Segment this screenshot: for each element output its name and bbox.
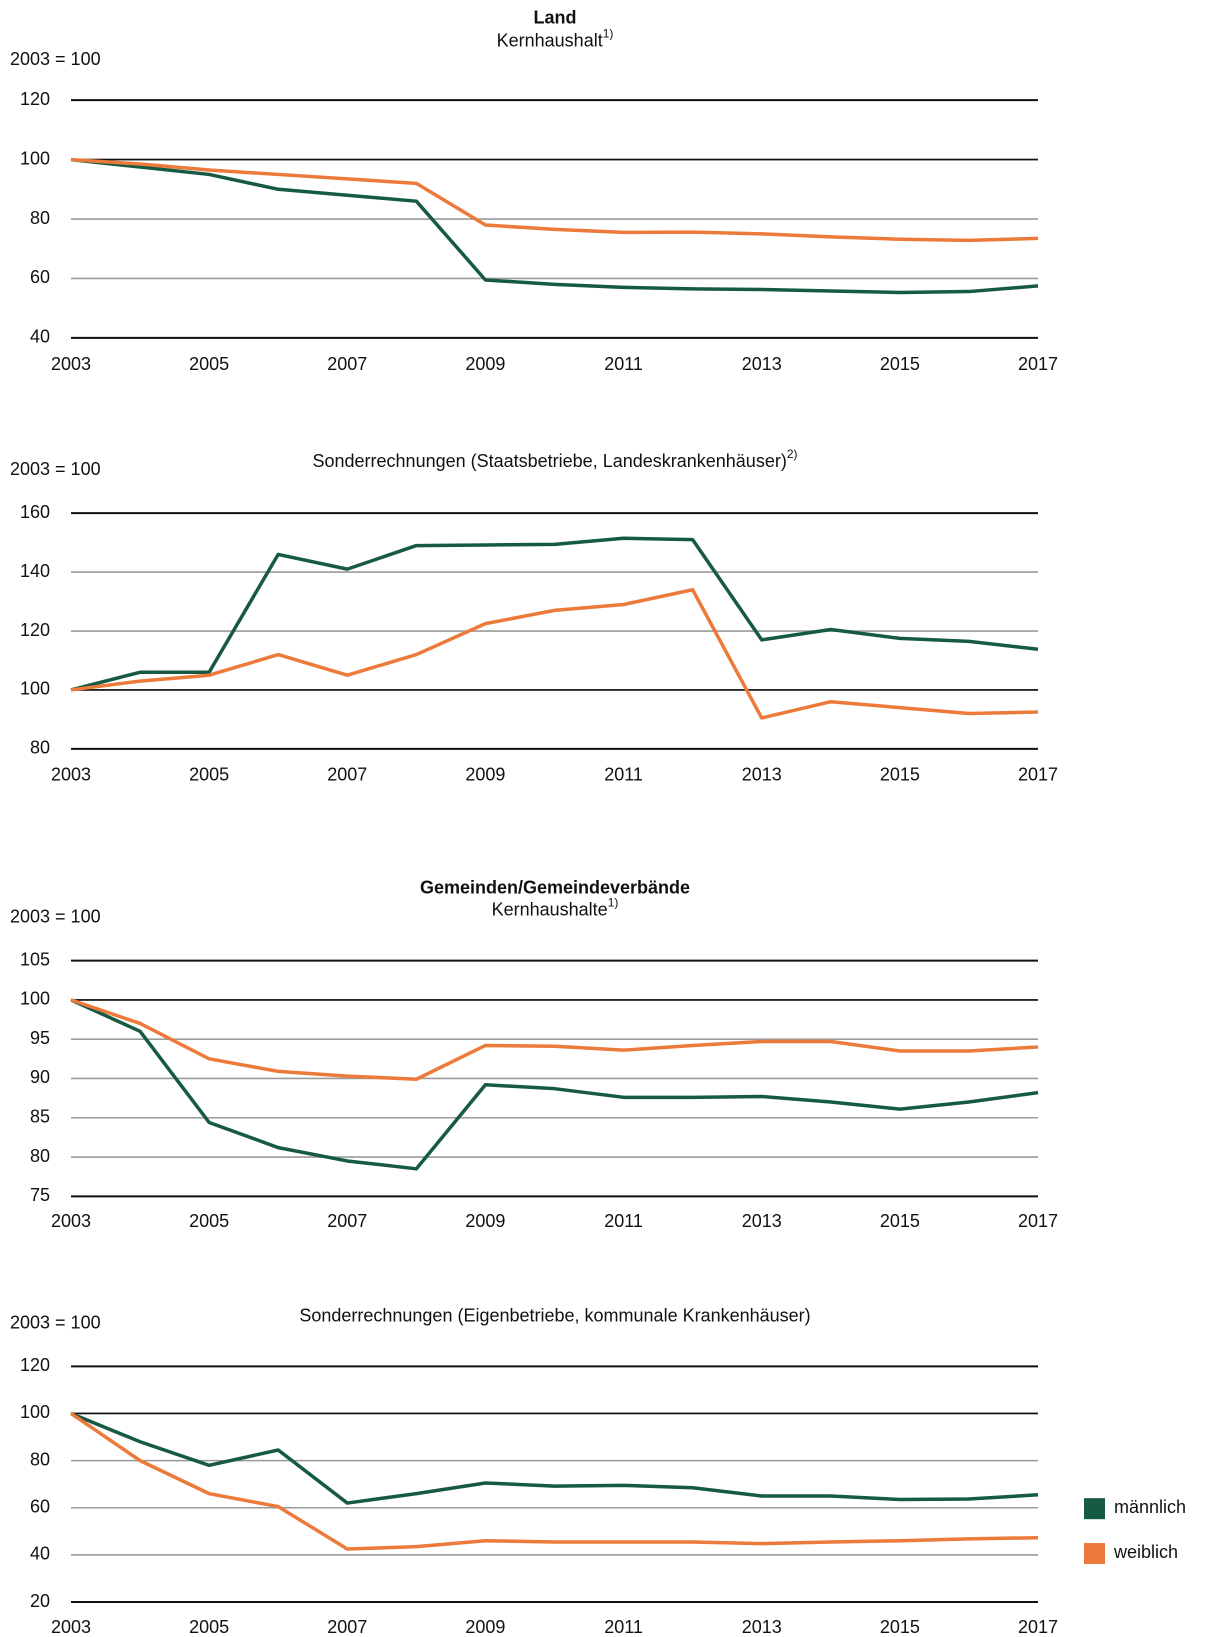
series-line: weiblich — [70, 588, 1039, 720]
y-tick-label: 90 — [30, 1067, 50, 1087]
y-tick-label: 140 — [20, 561, 50, 581]
x-tick-label: 2011 — [604, 1211, 643, 1231]
x-tick-label: 2005 — [189, 765, 229, 785]
chart-subtitle: Sonderrechnungen (Eigenbetriebe, kommuna… — [299, 1305, 810, 1325]
x-tick-label: 2005 — [189, 354, 229, 374]
x-tick-label: 2015 — [880, 1211, 920, 1231]
y-tick-label: 100 — [20, 148, 50, 168]
x-tick-label: 2013 — [742, 1617, 782, 1637]
y-axis-label: 2003 = 100 — [10, 1312, 101, 1332]
y-tick-label: 40 — [30, 1544, 50, 1564]
y-axis-label: 2003 = 100 — [10, 459, 101, 479]
chart-subtitle: Sonderrechnungen (Staatsbetriebe, Landes… — [313, 447, 798, 471]
y-tick-label: 100 — [20, 679, 50, 699]
series-line: weiblich — [70, 157, 1039, 243]
y-tick-label: 80 — [30, 1146, 50, 1166]
legend-swatch — [1084, 1543, 1105, 1565]
chart-title: Gemeinden/Gemeindeverbände — [420, 877, 690, 897]
y-tick-label: 60 — [30, 267, 50, 287]
y-tick-label: 95 — [30, 1028, 50, 1048]
x-tick-label: 2007 — [327, 1617, 367, 1637]
y-tick-label: 160 — [20, 502, 50, 522]
x-tick-label: 2015 — [880, 354, 920, 374]
x-tick-label: 2009 — [465, 1617, 505, 1637]
legend-label: weiblich — [1113, 1542, 1178, 1562]
x-tick-label: 2009 — [465, 1211, 505, 1231]
series-line: männlich — [70, 998, 1039, 1171]
x-tick-label: 2003 — [51, 1617, 91, 1637]
x-tick-label: 2009 — [465, 354, 505, 374]
footnote-marker: 2) — [787, 447, 798, 461]
chart-title: Land — [534, 8, 577, 28]
x-tick-label: 2003 — [51, 765, 91, 785]
y-axis-label: 2003 = 100 — [10, 907, 101, 927]
series-line: männlich — [70, 536, 1039, 692]
y-tick-label: 80 — [30, 1449, 50, 1469]
series-line: weiblich — [70, 998, 1039, 1081]
x-tick-label: 2011 — [604, 765, 643, 785]
y-tick-label: 100 — [20, 1402, 50, 1422]
y-tick-label: 85 — [30, 1106, 50, 1126]
chart-subtitle: Kernhaushalt1) — [497, 27, 614, 51]
y-tick-label: 20 — [30, 1591, 50, 1611]
series-line: männlich — [70, 1411, 1039, 1505]
subtitle-text: Kernhaushalte — [492, 899, 608, 919]
y-tick-label: 120 — [20, 620, 50, 640]
subtitle-text: Sonderrechnungen (Eigenbetriebe, kommuna… — [299, 1305, 810, 1325]
x-tick-label: 2017 — [1018, 1617, 1058, 1637]
x-tick-label: 2005 — [189, 1211, 229, 1231]
x-tick-label: 2013 — [742, 765, 782, 785]
y-tick-label: 105 — [20, 949, 50, 969]
footnote-marker: 1) — [603, 27, 614, 41]
y-axis-label: 2003 = 100 — [10, 49, 101, 69]
x-tick-label: 2013 — [742, 1211, 782, 1231]
x-tick-label: 2011 — [604, 1617, 643, 1637]
series-line: männlich — [70, 157, 1039, 295]
y-tick-label: 80 — [30, 208, 50, 228]
y-tick-label: 80 — [30, 738, 50, 758]
x-tick-label: 2007 — [327, 354, 367, 374]
x-tick-label: 2007 — [327, 765, 367, 785]
subtitle-text: Kernhaushalt — [497, 30, 603, 50]
x-tick-label: 2015 — [880, 765, 920, 785]
x-tick-label: 2007 — [327, 1211, 367, 1231]
x-tick-label: 2017 — [1018, 765, 1058, 785]
legend-swatch — [1084, 1498, 1105, 1520]
y-tick-label: 100 — [20, 989, 50, 1009]
x-tick-label: 2017 — [1018, 1211, 1058, 1231]
x-tick-label: 2003 — [51, 1211, 91, 1231]
y-tick-label: 40 — [30, 327, 50, 347]
series-line: weiblich — [70, 1412, 1039, 1551]
y-tick-label: 120 — [20, 1355, 50, 1375]
x-tick-label: 2003 — [51, 354, 91, 374]
footnote-marker: 1) — [608, 896, 619, 910]
x-tick-label: 2009 — [465, 765, 505, 785]
x-tick-label: 2015 — [880, 1617, 920, 1637]
y-tick-label: 120 — [20, 89, 50, 109]
x-tick-label: 2013 — [742, 354, 782, 374]
subtitle-text: Sonderrechnungen (Staatsbetriebe, Landes… — [313, 451, 787, 471]
x-tick-label: 2011 — [604, 354, 643, 374]
x-tick-label: 2005 — [189, 1617, 229, 1637]
x-tick-label: 2017 — [1018, 354, 1058, 374]
y-tick-label: 75 — [30, 1185, 50, 1205]
chart-subtitle: Kernhaushalte1) — [492, 896, 619, 920]
legend-label: männlich — [1114, 1497, 1186, 1517]
y-tick-label: 60 — [30, 1497, 50, 1517]
